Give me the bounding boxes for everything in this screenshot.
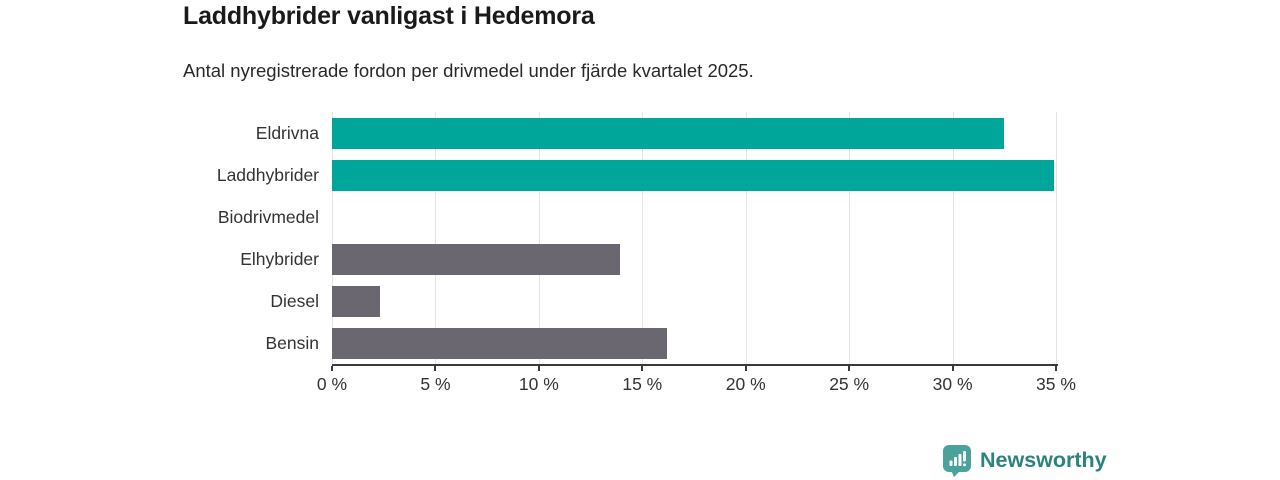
- category-label: Bensin: [265, 333, 319, 354]
- chart-title: Laddhybrider vanligast i Hedemora: [183, 2, 595, 30]
- chart-subtitle: Antal nyregistrerade fordon per drivmede…: [183, 60, 754, 81]
- bar-eldrivna: [332, 117, 1005, 149]
- category-label: Elhybrider: [240, 249, 319, 270]
- axis-tick-label: 35 %: [1036, 374, 1076, 394]
- category-label: Eldrivna: [255, 122, 319, 143]
- gridline: [642, 112, 644, 365]
- axis-tick: [744, 366, 747, 371]
- axis-tick-label: 10 %: [518, 374, 559, 394]
- category-labels: Eldrivna Laddhybrider Biodrivmedel Elhybrid…: [0, 112, 332, 365]
- newsworthy-logo[interactable]: Newsworthy: [942, 444, 1107, 477]
- plot-area: [332, 112, 1057, 365]
- bar-bensin: [332, 328, 668, 360]
- gridline: [1056, 112, 1057, 365]
- axis-tick-label: 0 %: [316, 374, 348, 394]
- bar-diesel: [332, 286, 380, 318]
- x-axis: 0 % 5 % 10 % 15 % 20 % 25 % 30 % 35 %: [317, 364, 1076, 400]
- gridline: [435, 112, 437, 365]
- category-label: Diesel: [270, 291, 319, 312]
- axis-tick: [434, 366, 437, 371]
- newsworthy-logo-text: Newsworthy: [980, 448, 1107, 472]
- axis-tick-label: 25 %: [829, 374, 870, 394]
- x-axis-line: [332, 364, 1058, 366]
- category-label: Biodrivmedel: [217, 206, 319, 227]
- axis-tick-label: 15 %: [622, 374, 663, 394]
- axis-tick-label: 5 %: [420, 374, 451, 394]
- bar-laddhybrider: [332, 159, 1054, 191]
- axis-tick: [641, 366, 644, 371]
- category-label: Laddhybrider: [216, 164, 319, 185]
- axis-tick: [331, 366, 333, 371]
- axis-tick-label: 20 %: [725, 374, 766, 394]
- axis-tick-label: 30 %: [932, 374, 973, 394]
- axis-tick: [1055, 366, 1057, 371]
- gridline: [538, 112, 540, 365]
- axis-tick: [537, 366, 540, 371]
- axis-tick: [951, 366, 954, 371]
- gridline: [332, 112, 333, 365]
- gridline: [745, 112, 747, 365]
- axis-tick: [848, 366, 851, 371]
- gridline: [952, 112, 954, 365]
- gridline: [849, 112, 851, 365]
- bar-elhybrider: [332, 244, 620, 275]
- newsworthy-chart-bubble-icon: [942, 444, 972, 477]
